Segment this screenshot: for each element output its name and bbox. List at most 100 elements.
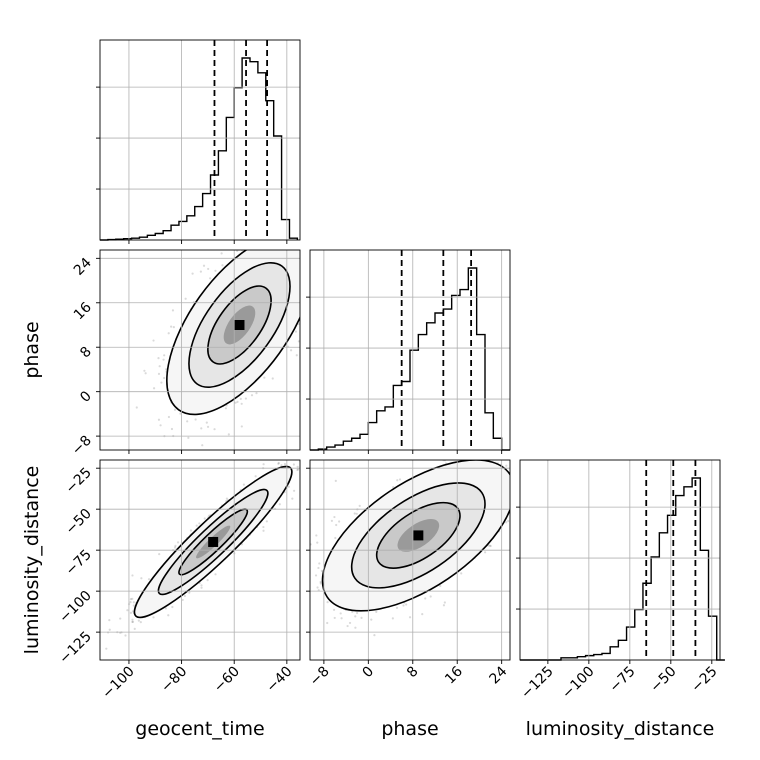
sample-point <box>202 264 206 267</box>
sample-point <box>255 246 257 248</box>
sample-point <box>165 368 168 371</box>
sample-point <box>294 330 298 333</box>
sample-point <box>226 243 228 245</box>
sample-point <box>236 250 239 252</box>
sample-point <box>157 372 161 375</box>
sample-point <box>517 485 519 487</box>
sample-point <box>139 621 142 624</box>
sample-point <box>303 238 305 240</box>
sample-point <box>108 619 111 622</box>
sample-point <box>244 397 247 400</box>
sample-point <box>354 626 357 629</box>
x-tick-label-luminosity-distance: −50 <box>647 664 679 696</box>
density-phase-vs-luminosity-distance-peak <box>413 530 424 541</box>
sample-point <box>305 264 307 266</box>
sample-point <box>518 492 520 494</box>
density-geocent-time-vs-phase-frame <box>99 249 301 451</box>
x-tick-label-luminosity-distance: −100 <box>559 664 598 703</box>
sample-point <box>278 503 281 506</box>
sample-point <box>173 408 177 411</box>
sample-point <box>198 522 201 525</box>
sample-point <box>170 325 173 328</box>
sample-point <box>325 426 327 428</box>
sample-point <box>526 494 528 496</box>
sample-point <box>184 297 187 300</box>
sample-point <box>173 546 177 549</box>
sample-point <box>250 394 254 397</box>
sample-point <box>277 244 279 246</box>
sample-point <box>295 569 297 571</box>
density-geocent-time-vs-phase <box>135 209 332 447</box>
sample-point <box>321 259 323 261</box>
sample-point <box>295 354 298 357</box>
sample-point <box>270 209 272 211</box>
sample-point <box>330 224 332 226</box>
sample-point <box>305 277 307 279</box>
sample-point <box>163 376 166 380</box>
y-tick-label-phase: −8 <box>69 433 95 459</box>
sample-point <box>484 551 487 554</box>
sample-point <box>144 372 147 375</box>
sample-point <box>188 591 191 594</box>
sample-point <box>172 326 175 329</box>
sample-point <box>295 587 297 589</box>
sample-point <box>282 453 284 455</box>
y-tick-label-luminosity-distance: −100 <box>56 588 95 627</box>
sample-point <box>224 407 227 410</box>
sample-point <box>356 611 359 615</box>
sample-point <box>287 485 290 488</box>
sample-point <box>398 478 402 481</box>
x-tick-label-geocent-time: −80 <box>158 664 190 696</box>
sample-point <box>214 269 217 272</box>
sample-point <box>303 263 305 265</box>
sample-point <box>335 523 338 527</box>
sample-point <box>263 244 265 246</box>
sample-point <box>206 579 209 582</box>
y-tick-label-phase: 8 <box>77 344 95 362</box>
sample-point <box>282 245 284 247</box>
sample-point <box>505 464 508 467</box>
sample-point <box>292 463 295 466</box>
sample-point <box>254 475 257 478</box>
sample-point <box>396 479 399 482</box>
y-tick-label-phase: 16 <box>71 299 95 323</box>
sample-point <box>511 501 513 503</box>
sample-point <box>167 332 170 335</box>
sample-point <box>296 468 299 472</box>
sample-point <box>473 453 475 455</box>
sample-point <box>326 601 329 604</box>
sample-point <box>320 252 322 254</box>
sample-point <box>291 497 294 500</box>
axis-labels: geocent_time phase luminosity_distance p… <box>21 321 714 740</box>
sample-point <box>206 425 210 428</box>
sample-point <box>534 490 536 492</box>
sample-point <box>297 215 299 217</box>
sample-point <box>395 606 399 609</box>
sample-point <box>300 242 302 244</box>
sample-point <box>280 464 283 467</box>
sample-point <box>313 281 315 283</box>
sample-point <box>535 535 537 537</box>
sample-point <box>158 553 161 556</box>
sample-point <box>207 267 210 271</box>
x-tick-label-luminosity-distance: −125 <box>518 664 557 703</box>
sample-point <box>283 462 287 466</box>
sample-point <box>280 230 282 232</box>
sample-point <box>324 294 326 296</box>
sample-point <box>129 598 132 601</box>
sample-point <box>316 586 319 589</box>
sample-point <box>157 418 161 421</box>
sample-point <box>131 620 135 623</box>
sample-point <box>521 487 523 489</box>
density-geocent-time-vs-luminosity-distance-peak <box>208 536 219 547</box>
sample-point <box>317 566 320 570</box>
sample-point <box>174 544 177 547</box>
sample-point <box>346 624 349 628</box>
sample-point <box>311 234 313 236</box>
density-geocent-time-vs-luminosity-distance <box>105 426 327 650</box>
histogram-geocent-time-frame <box>99 39 301 241</box>
y-tick-label-luminosity-distance: −50 <box>63 506 95 538</box>
sample-point <box>302 284 304 286</box>
sample-point <box>131 597 134 600</box>
sample-point <box>408 616 412 619</box>
